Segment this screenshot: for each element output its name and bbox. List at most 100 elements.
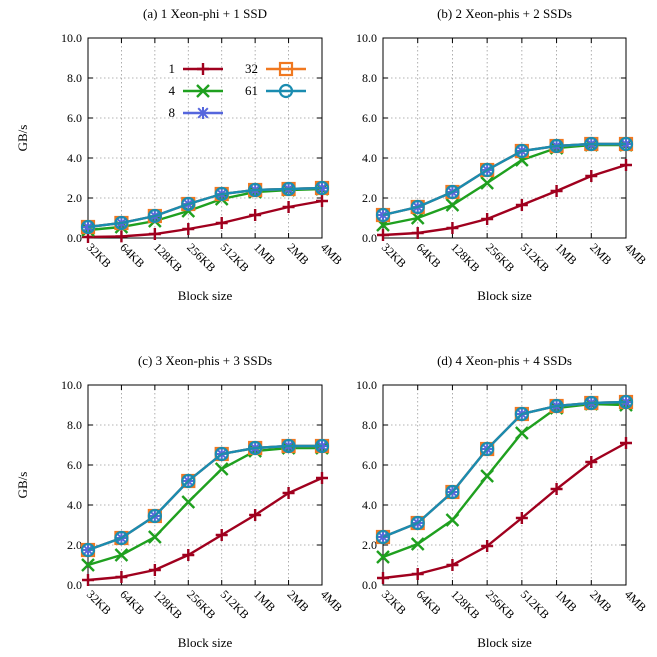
y-tick-label: 2.0	[67, 191, 82, 205]
data-point	[550, 483, 563, 495]
data-point	[514, 406, 529, 422]
y-tick-label: 2.0	[67, 538, 82, 552]
x-tick-label: 2MB	[587, 587, 614, 614]
y-tick-label: 0.0	[67, 578, 82, 592]
x-tick-label: 1MB	[552, 587, 579, 614]
x-tick-label: 64KB	[117, 587, 147, 617]
x-tick-label: 256KB	[483, 587, 517, 621]
series-4	[376, 397, 633, 564]
data-point	[585, 170, 598, 182]
data-point	[80, 542, 96, 558]
data-point	[282, 487, 295, 499]
y-axis-label: GB/s	[15, 125, 30, 152]
y-tick-label: 10.0	[61, 31, 82, 45]
legend-label: 8	[169, 105, 176, 120]
data-point	[80, 219, 96, 235]
y-tick-label: 4.0	[67, 498, 82, 512]
data-point	[445, 484, 460, 500]
series-1	[82, 195, 328, 243]
data-point	[314, 180, 330, 196]
data-point	[618, 394, 634, 410]
series-line	[87, 444, 322, 552]
x-tick-label: 2MB	[587, 240, 614, 267]
data-point	[182, 223, 195, 235]
data-point	[376, 550, 390, 564]
series-line	[87, 446, 322, 567]
data-point	[618, 136, 634, 152]
data-point	[114, 548, 129, 562]
series-61	[375, 394, 634, 545]
data-point	[115, 571, 128, 583]
series-line	[382, 402, 627, 559]
data-point	[480, 441, 495, 457]
x-tick-label: 4MB	[318, 587, 345, 614]
data-point	[411, 568, 424, 580]
data-point	[410, 537, 425, 551]
y-tick-label: 8.0	[362, 418, 377, 432]
chart-panel-3: 0.0 2.0 4.0 6.0 8.0 10.0 32KB 64KB 128KB 256KB 512…	[356, 353, 649, 650]
data-point	[148, 228, 161, 240]
series-line	[382, 441, 627, 580]
series-1	[82, 472, 328, 586]
y-tick-label: 0.0	[362, 231, 377, 245]
data-point	[446, 559, 459, 571]
y-tick-label: 2.0	[362, 538, 377, 552]
data-point	[375, 207, 391, 223]
chart-title: (b) 2 Xeon-phis + 2 SSDs	[437, 6, 572, 21]
data-point	[214, 446, 229, 462]
data-point	[281, 438, 296, 454]
y-tick-label: 6.0	[362, 458, 377, 472]
data-point	[480, 469, 494, 483]
x-tick-label: 512KB	[518, 240, 552, 274]
y-tick-label: 6.0	[362, 111, 377, 125]
data-point	[446, 222, 459, 234]
series-4	[81, 441, 329, 572]
plot-frame	[382, 384, 627, 586]
legend-marker	[278, 61, 294, 77]
data-point	[549, 398, 564, 414]
y-tick-label: 2.0	[362, 191, 377, 205]
data-point	[82, 574, 94, 586]
plot-frame	[87, 37, 323, 239]
data-point	[410, 199, 425, 215]
data-point	[114, 215, 129, 231]
x-axis-label: Block size	[178, 635, 233, 650]
x-tick-label: 1MB	[251, 587, 278, 614]
plot-frame	[87, 384, 323, 586]
x-tick-label: 2MB	[284, 240, 311, 267]
y-tick-label: 6.0	[67, 458, 82, 472]
data-point	[147, 208, 162, 224]
series-61	[80, 180, 330, 235]
data-point	[249, 209, 262, 221]
y-tick-label: 4.0	[362, 498, 377, 512]
data-point	[316, 472, 328, 484]
chart-title: (a) 1 Xeon-phi + 1 SSD	[143, 6, 267, 21]
data-point	[445, 184, 460, 200]
data-point	[620, 159, 632, 171]
data-point	[515, 199, 528, 211]
x-tick-label: 4MB	[622, 240, 649, 267]
x-tick-label: 64KB	[414, 587, 444, 617]
x-tick-label: 256KB	[184, 240, 218, 274]
data-point	[282, 201, 295, 213]
x-axis-label: Block size	[178, 288, 233, 303]
legend-marker	[197, 107, 209, 119]
chart-panel-1: 0.0 2.0 4.0 6.0 8.0 10.0 32KB 64KB 128KB 256KB 512…	[356, 6, 649, 303]
series-4	[376, 138, 633, 232]
data-point	[214, 462, 229, 476]
series-61	[80, 438, 330, 558]
series-61	[375, 136, 634, 223]
y-axis-label: GB/s	[15, 472, 30, 499]
chart-title: (d) 4 Xeon-phis + 4 SSDs	[437, 353, 572, 368]
data-point	[481, 540, 494, 552]
y-tick-label: 8.0	[362, 71, 377, 85]
x-tick-label: 32KB	[84, 240, 114, 270]
data-point	[480, 162, 495, 178]
chart-title: (c) 3 Xeon-phis + 3 SSDs	[138, 353, 272, 368]
series-1	[377, 437, 632, 584]
x-tick-label: 32KB	[379, 240, 409, 270]
series-line	[87, 444, 322, 552]
legend-label: 4	[169, 83, 176, 98]
